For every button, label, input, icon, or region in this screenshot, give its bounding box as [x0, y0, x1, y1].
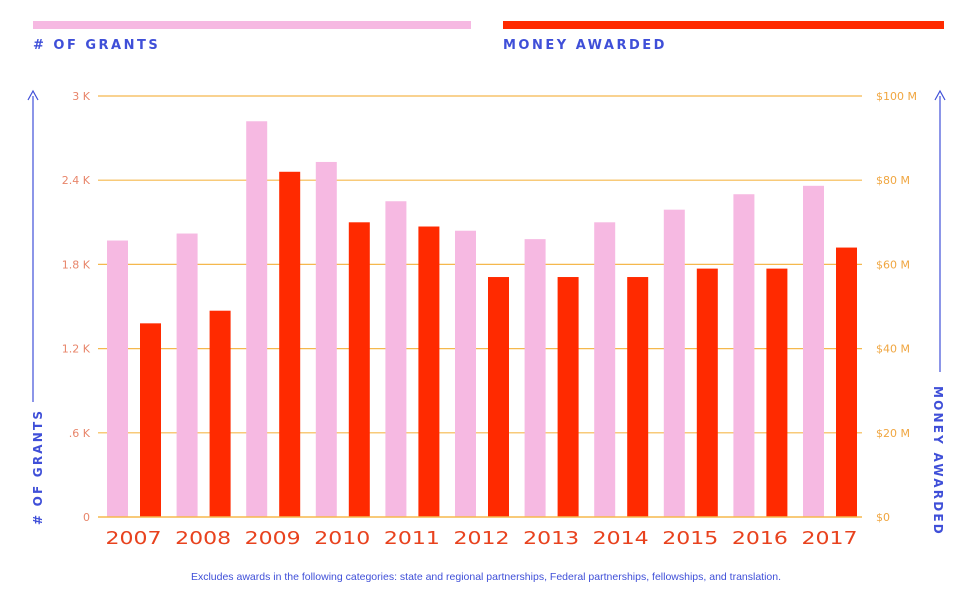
y-right-tick-label: $0: [876, 511, 890, 524]
bar-grants: [524, 239, 546, 517]
x-tick-label: 2008: [175, 528, 231, 549]
bar-money: [696, 268, 718, 517]
x-tick-label: 2015: [662, 528, 718, 549]
bar-money: [348, 222, 370, 518]
x-tick-label: 2009: [245, 528, 301, 549]
x-tick-label: 2010: [314, 528, 370, 549]
bar-money: [140, 323, 161, 517]
y-right-tick-label: $40 M: [876, 343, 910, 356]
up-arrow-icon: [934, 89, 946, 101]
bar-grants: [107, 240, 128, 517]
y-right-tick-label: $20 M: [876, 427, 910, 440]
y-right-tick-label: $100 M: [876, 90, 917, 103]
bar-grants: [803, 185, 824, 517]
y-left-tick-label: 3 K: [72, 90, 90, 103]
bar-grants: [733, 194, 755, 517]
bar-grants: [663, 209, 685, 518]
y-right-axis-label: MONEY AWARDED: [931, 386, 945, 536]
legend-swatch-grants: [33, 21, 471, 29]
bar-grants: [315, 161, 337, 517]
legend-label-grants: # OF GRANTS: [33, 38, 161, 53]
bar-grants: [455, 230, 476, 517]
legend-swatch-money: [503, 21, 944, 29]
y-left-tick-label: 1.8 K: [62, 258, 91, 271]
x-tick-label: 2017: [802, 528, 858, 549]
bar-money: [766, 268, 788, 517]
x-tick-label: 2012: [454, 528, 510, 549]
y-right-tick-label: $60 M: [876, 258, 910, 271]
x-tick-label: 2014: [593, 528, 649, 549]
y-left-tick-label: 2.4 K: [62, 174, 91, 187]
bar-money: [627, 277, 649, 517]
y-left-tick-label: 0: [83, 511, 90, 524]
bar-money: [557, 277, 579, 517]
bar-grants: [176, 233, 198, 517]
bar-money: [209, 310, 231, 517]
y-right-tick-label: $80 M: [876, 174, 910, 187]
up-arrow-icon: [27, 89, 39, 101]
y-left-tick-label: .6 K: [69, 427, 91, 440]
x-tick-label: 2007: [106, 528, 162, 549]
x-tick-label: 2013: [523, 528, 579, 549]
legend-label-money: MONEY AWARDED: [503, 38, 667, 53]
bar-money: [279, 171, 301, 517]
bar-money: [488, 277, 509, 517]
x-tick-label: 2011: [384, 528, 440, 549]
bar-grants: [385, 201, 407, 517]
bar-money: [836, 247, 857, 517]
y-left-tick-label: 1.2 K: [62, 343, 91, 356]
bar-grants: [246, 121, 268, 517]
x-tick-label: 2016: [732, 528, 788, 549]
y-left-axis-label: # OF GRANTS: [31, 409, 45, 525]
bar-money: [418, 226, 440, 517]
footnote: Excludes awards in the following categor…: [190, 571, 782, 583]
bar-grants: [594, 222, 616, 518]
